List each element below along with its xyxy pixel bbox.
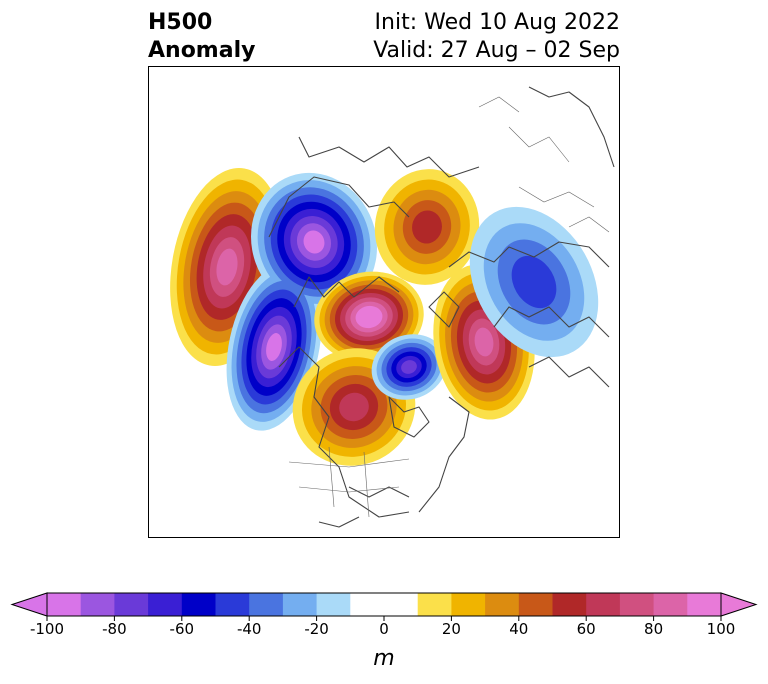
anomaly-contour-fill — [339, 392, 369, 422]
colorbar-bin — [249, 593, 284, 616]
anomaly-contour-fill — [266, 333, 282, 361]
colorbar-bin — [586, 593, 621, 616]
anomaly-map — [170, 86, 615, 528]
map-title-right: Init: Wed 10 Aug 2022 Valid: 27 Aug – 02… — [373, 9, 620, 65]
colorbar-bin — [687, 593, 722, 616]
colorbar-tick-label: 100 — [706, 620, 736, 638]
colorbar-bin — [47, 593, 82, 616]
colorbar-tick-label: 0 — [379, 620, 389, 638]
colorbar-bin — [552, 593, 587, 616]
colorbar-bin — [80, 593, 115, 616]
colorbar-tick-label: -40 — [236, 620, 262, 638]
coastlines — [268, 86, 615, 528]
colorbar-bin — [114, 593, 149, 616]
colorbar-bin — [148, 593, 183, 616]
anomaly-pos-siberia — [374, 169, 480, 285]
colorbar-under-arrow — [10, 592, 48, 617]
map-title-left: H500 Anomaly — [148, 9, 255, 65]
colorbar-bin — [215, 593, 250, 616]
colorbar-tick-label: 20 — [441, 620, 461, 638]
anomaly-contour-fill — [474, 327, 494, 357]
colorbar-tick-label: -100 — [29, 620, 65, 638]
anomaly-contour-fill — [360, 310, 378, 324]
colorbar-bin — [518, 593, 553, 616]
colorbar-bin — [619, 593, 654, 616]
init-date-label: Init: Wed 10 Aug 2022 — [374, 10, 620, 35]
colorbar-bin — [350, 593, 385, 616]
colorbar-bin — [181, 593, 216, 616]
colorbar-bin — [417, 593, 452, 616]
colorbar-ticks: -100 -80 -60 -40 -20 0 20 40 60 80 100 — [0, 620, 768, 644]
colorbar-unit-label: m — [373, 646, 395, 671]
colorbar-tick-label: -20 — [304, 620, 329, 638]
anomaly-contour-fill — [303, 230, 325, 254]
colorbar-tick-label: 40 — [509, 620, 529, 638]
anomaly-contour-fill — [401, 360, 417, 374]
anomaly-pos-north-america — [292, 348, 416, 466]
anomaly-contour-fill — [412, 210, 442, 244]
colorbar-bin — [384, 593, 419, 616]
colorbar-over-arrow — [720, 592, 758, 617]
map-panel — [148, 66, 620, 538]
colorbar-bin — [316, 593, 351, 616]
anomaly-contour-fill — [216, 248, 238, 286]
colorbar-tick-label: 80 — [644, 620, 664, 638]
anomaly-neg-hudson — [371, 334, 447, 400]
colorbar-bin — [451, 593, 486, 616]
colorbar-tick-label: -60 — [169, 620, 195, 638]
colorbar-bin — [653, 593, 688, 616]
colorbar-bin — [282, 593, 317, 616]
colorbar — [10, 592, 758, 621]
colorbar-tick-label: -80 — [102, 620, 127, 638]
valid-range-label: Valid: 27 Aug – 02 Sep — [373, 38, 620, 63]
anomaly-contour-fill — [511, 255, 557, 309]
country-borders — [288, 96, 610, 518]
colorbar-tick-label: 60 — [576, 620, 596, 638]
title-field-name: H500 — [148, 10, 213, 35]
title-field-type: Anomaly — [148, 38, 256, 63]
anomaly-neg-russia — [469, 206, 599, 358]
colorbar-bin — [485, 593, 520, 616]
